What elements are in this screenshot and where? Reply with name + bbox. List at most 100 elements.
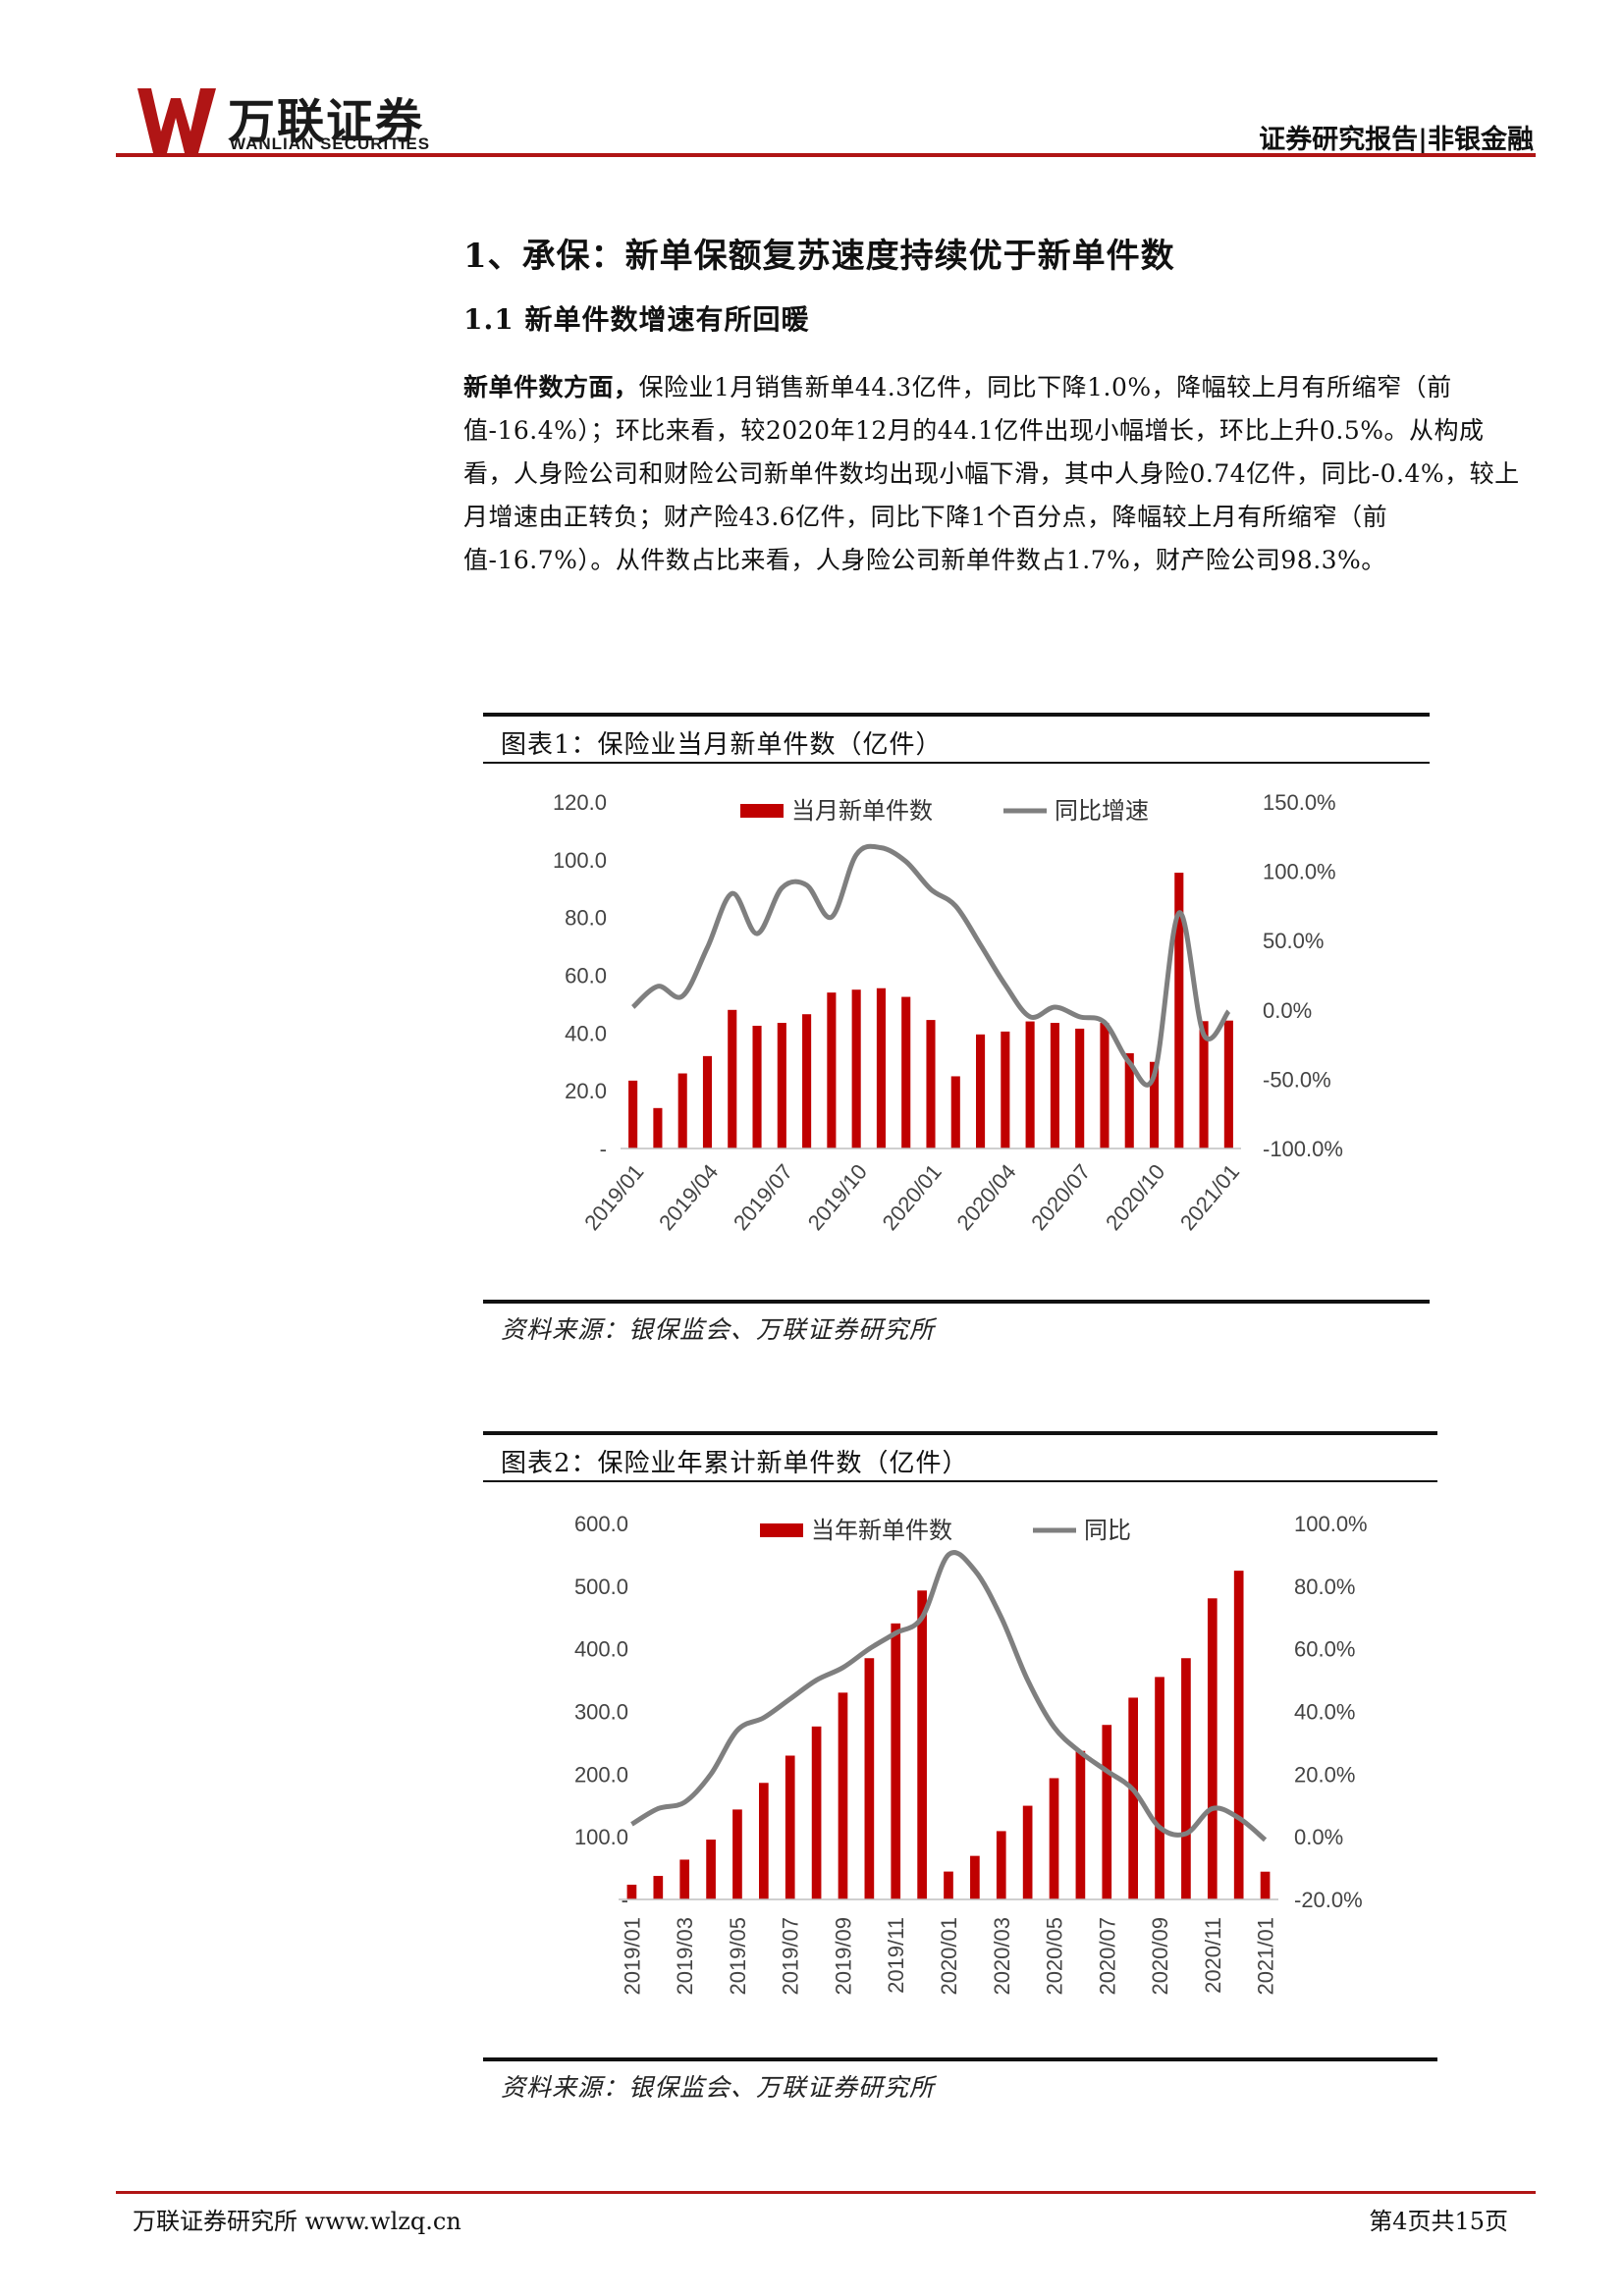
- bar-2020/01: [926, 1020, 936, 1148]
- bar-2019/02: [653, 1876, 664, 1899]
- logo-english-name: WANLIAN SECURITIES: [230, 134, 431, 153]
- x-axis-tick-label: 2019/10: [803, 1159, 872, 1235]
- right-axis-tick-label: -50.0%: [1263, 1067, 1331, 1092]
- x-axis-tick-label: 2020/10: [1101, 1159, 1169, 1235]
- subsection-title: 1.1 新单件数增速有所回暖: [463, 303, 810, 336]
- bar-2020/11: [1174, 873, 1184, 1148]
- x-axis-tick-label: 2020/09: [1148, 1917, 1172, 1996]
- paragraph-lead: 新单件数方面，: [463, 373, 639, 401]
- right-axis-tick-label: 0.0%: [1294, 1825, 1343, 1849]
- bar-2019/03: [677, 1073, 687, 1148]
- right-axis-tick-label: 80.0%: [1294, 1575, 1355, 1599]
- bar-2020/02: [970, 1855, 980, 1899]
- bar-2019/06: [752, 1025, 762, 1148]
- legend-line-label: 同比: [1084, 1518, 1131, 1544]
- figure2-top-rule: [483, 1431, 1437, 1435]
- bar-2020/09: [1155, 1677, 1164, 1899]
- left-axis-tick-label: 100.0: [553, 848, 607, 873]
- x-axis-tick-label: 2020/01: [878, 1159, 947, 1235]
- paragraph-body: 保险业1月销售新单44.3亿件，同比下降1.0%，降幅较上月有所缩窄（前值-16…: [463, 373, 1520, 574]
- right-axis-tick-label: 50.0%: [1263, 929, 1324, 953]
- bar-2020/11: [1207, 1598, 1218, 1899]
- figure1-bottom-rule: [483, 1300, 1430, 1304]
- x-axis-tick-label: 2021/01: [1175, 1159, 1244, 1235]
- x-axis-tick-label: 2019/01: [620, 1917, 644, 1996]
- bar-2020/06: [1050, 1023, 1059, 1148]
- bar-2021/01: [1260, 1871, 1271, 1899]
- x-axis-tick-label: 2020/01: [937, 1917, 961, 1996]
- bar-2019/08: [802, 1014, 812, 1148]
- header-divider: [116, 153, 1536, 157]
- x-axis-tick-label: 2020/11: [1201, 1917, 1225, 1994]
- bar-2019/07: [777, 1023, 786, 1148]
- bar-2020/05: [1049, 1778, 1059, 1899]
- bar-2019/10: [851, 989, 861, 1148]
- bar-2019/03: [679, 1859, 690, 1899]
- figure1-chart: - 20.0 40.0 60.0 80.0 100.0 120.0 -100.0% -50.0%…: [553, 790, 1343, 1235]
- figure1-source: 资料来源：银保监会、万联证券研究所: [501, 1315, 936, 1344]
- x-axis-tick-label: 2020/07: [1026, 1159, 1095, 1235]
- x-axis-tick-label: 2020/03: [990, 1917, 1014, 1996]
- right-axis-tick-label: 150.0%: [1263, 790, 1336, 815]
- series-line-同比增速: [630, 843, 1231, 1088]
- figure2-source: 资料来源：银保监会、万联证券研究所: [501, 2073, 936, 2102]
- bar-2020/04: [1022, 1805, 1033, 1899]
- left-axis-tick-label: 80.0: [565, 906, 607, 931]
- footer-divider: [116, 2191, 1536, 2194]
- bar-2019/09: [827, 992, 837, 1148]
- left-axis-tick-label: 600.0: [574, 1512, 628, 1536]
- figure2-bottom-rule: [483, 2057, 1437, 2061]
- bar-2020/02: [950, 1076, 960, 1148]
- x-axis-tick-label: 2020/07: [1095, 1917, 1119, 1996]
- company-logo: [137, 88, 218, 153]
- left-axis-tick-label: 500.0: [574, 1575, 628, 1599]
- bar-2019/06: [759, 1783, 769, 1899]
- bar-2019/01: [628, 1080, 638, 1148]
- x-axis-tick-label: 2019/07: [729, 1159, 797, 1235]
- x-axis-tick-label: 2021/01: [1254, 1917, 1278, 1996]
- legend-line-label: 同比增速: [1055, 798, 1149, 825]
- bar-2019/11: [876, 988, 886, 1148]
- body-paragraph: 新单件数方面，保险业1月销售新单44.3亿件，同比下降1.0%，降幅较上月有所缩…: [463, 366, 1524, 582]
- figure2-title: 图表2：保险业年累计新单件数（亿件）: [501, 1449, 969, 1478]
- x-axis-tick-label: 2019/09: [831, 1917, 855, 1996]
- left-axis-tick-label: 40.0: [565, 1021, 607, 1045]
- legend-bar-label: 当年新单件数: [811, 1518, 952, 1544]
- bar-2020/10: [1149, 1061, 1160, 1148]
- bar-2020/08: [1128, 1697, 1138, 1899]
- legend-bar-label: 当月新单件数: [791, 798, 933, 825]
- bar-2019/05: [728, 1009, 737, 1148]
- left-axis-tick-label: -: [600, 1137, 607, 1161]
- x-axis-tick-label: 2019/11: [884, 1917, 908, 1994]
- left-axis-tick-label: 200.0: [574, 1762, 628, 1787]
- bar-2019/09: [838, 1692, 848, 1899]
- bar-2020/08: [1100, 1023, 1110, 1148]
- bar-2019/11: [891, 1623, 901, 1899]
- bar-2020/12: [1233, 1571, 1244, 1899]
- bar-2019/12: [901, 996, 911, 1148]
- x-axis-tick-label: 2019/01: [579, 1159, 648, 1235]
- right-axis-tick-label: 60.0%: [1294, 1637, 1355, 1662]
- x-axis-tick-label: 2020/04: [951, 1159, 1020, 1235]
- bar-2019/02: [653, 1107, 663, 1148]
- legend-bar-swatch: [740, 804, 784, 818]
- bar-2020/03: [976, 1034, 986, 1148]
- bar-2020/07: [1102, 1725, 1112, 1899]
- bar-2020/06: [1075, 1750, 1086, 1899]
- figure2-chart: -100.0200.0300.0400.0500.0600.0-20.0%0.0…: [574, 1512, 1368, 1996]
- left-axis-tick-label: 20.0: [565, 1079, 607, 1103]
- right-axis-tick-label: -20.0%: [1294, 1888, 1363, 1912]
- bar-2019/10: [864, 1658, 875, 1899]
- left-axis-tick-label: 60.0: [565, 964, 607, 988]
- right-axis-tick-label: -100.0%: [1263, 1137, 1343, 1161]
- section-title: 1、承保：新单保额复苏速度持续优于新单件数: [463, 237, 1175, 276]
- left-axis-tick-label: 400.0: [574, 1637, 628, 1662]
- report-category-tag: 证券研究报告|非银金融: [1259, 125, 1534, 155]
- legend-bar-swatch: [760, 1523, 803, 1537]
- bar-2020/04: [1001, 1031, 1010, 1148]
- bar-2019/12: [917, 1590, 927, 1899]
- right-axis-tick-label: 20.0%: [1294, 1762, 1355, 1787]
- right-axis-tick-label: 100.0%: [1263, 860, 1336, 884]
- figure1-top-rule: [483, 713, 1430, 717]
- footer-company-url: 万联证券研究所 www.wlzq.cn: [133, 2208, 461, 2235]
